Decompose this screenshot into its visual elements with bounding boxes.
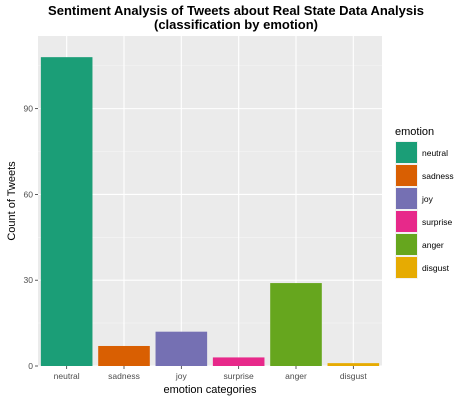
x-tick-label: anger [285,371,307,381]
bar-neutral [40,57,93,366]
chart-subtitle: (classification by emotion) [154,17,318,32]
legend-label-sadness: sadness [422,171,454,181]
chart-title: Sentiment Analysis of Tweets about Real … [48,3,424,18]
y-tick-label: 0 [28,361,33,371]
x-tick-label: surprise [224,371,255,381]
legend-swatch-anger [396,234,417,255]
legend-swatch-joy [396,188,417,209]
legend-title: emotion [395,126,434,138]
bar-joy [155,331,208,366]
x-tick-label: joy [175,371,188,381]
legend-swatch-surprise [396,211,417,232]
y-tick-label: 90 [24,104,34,114]
legend-label-joy: joy [421,194,434,204]
y-tick-label: 60 [24,189,34,199]
bar-anger [270,283,322,366]
bars [40,57,380,366]
legend-label-surprise: surprise [422,217,453,227]
legend-swatch-neutral [396,142,417,163]
x-axis-title: emotion categories [164,384,257,396]
x-tick-label: sadness [108,371,140,381]
legend-swatch-sadness [396,165,417,186]
legend-swatch-disgust [396,257,417,278]
legend-label-neutral: neutral [422,148,448,158]
plot-panel [38,36,382,366]
y-axis-ticks: 0 30 60 90 [24,104,38,371]
bar-disgust [327,363,380,366]
major-gridlines [38,36,382,367]
minor-gridlines [38,65,382,324]
bar-sadness [98,345,150,366]
bar-surprise [212,357,265,366]
y-tick-label: 30 [24,275,34,285]
x-axis-ticks: neutral sadness joy surprise anger disgust [54,366,368,381]
x-tick-label: disgust [340,371,368,381]
x-tick-label: neutral [54,371,80,381]
y-axis-title: Count of Tweets [6,161,18,241]
legend-label-anger: anger [422,240,444,250]
legend: emotion neutral sadness joy surprise anger di… [395,126,454,279]
legend-label-disgust: disgust [422,263,450,273]
